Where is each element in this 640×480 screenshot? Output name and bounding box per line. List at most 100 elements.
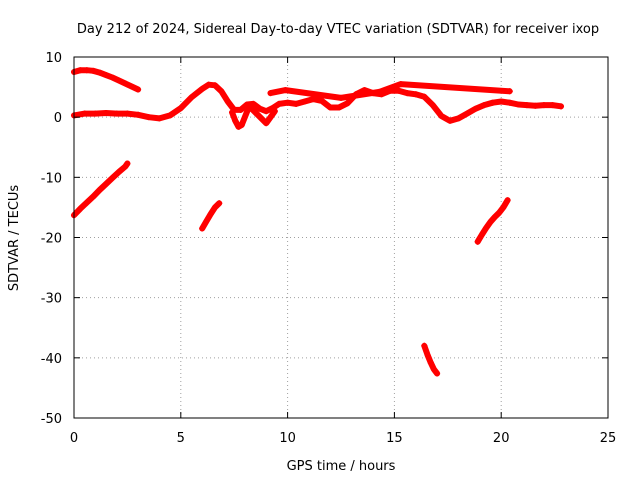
data-point <box>103 109 110 116</box>
series-band <box>71 81 564 124</box>
data-point <box>122 80 129 87</box>
data-point <box>156 115 163 122</box>
data-point <box>207 211 214 218</box>
data-point <box>237 106 244 113</box>
series-band <box>71 160 131 219</box>
data-point <box>199 225 206 232</box>
data-point <box>267 90 274 97</box>
data-point <box>96 69 103 76</box>
data-point <box>293 100 300 107</box>
data-point <box>167 112 174 119</box>
data-point <box>218 88 225 95</box>
series-arc-rise-1 <box>71 160 131 219</box>
data-point <box>506 99 513 106</box>
data-point <box>224 98 231 105</box>
data-point <box>438 112 445 119</box>
data-point <box>145 114 152 121</box>
y-tick-label: -50 <box>41 412 62 427</box>
data-point <box>424 351 431 358</box>
data-point <box>124 110 131 117</box>
data-point <box>523 102 530 109</box>
series-arc-rise-2 <box>199 200 223 232</box>
x-tick-label: 20 <box>493 431 510 446</box>
data-point <box>549 102 556 109</box>
data-point <box>487 218 494 225</box>
data-point <box>83 67 90 74</box>
y-tick-label: -10 <box>41 171 62 186</box>
data-point <box>474 238 481 245</box>
y-tick-label: -40 <box>41 352 62 367</box>
data-point <box>92 110 99 117</box>
data-point <box>103 72 110 79</box>
data-point <box>203 218 210 225</box>
data-point <box>256 105 263 112</box>
data-point <box>489 99 496 106</box>
data-point <box>211 204 218 211</box>
x-tick-label: 10 <box>279 431 296 446</box>
data-point <box>109 74 116 81</box>
data-point <box>216 200 223 207</box>
data-point <box>235 123 242 130</box>
data-point <box>199 85 206 92</box>
data-point <box>427 359 434 366</box>
data-point <box>430 366 437 373</box>
data-point <box>483 224 490 231</box>
data-point <box>77 67 84 74</box>
data-point <box>282 87 289 94</box>
data-point <box>90 67 97 74</box>
data-point <box>310 96 317 103</box>
data-point <box>135 86 142 93</box>
data-point <box>395 87 402 94</box>
chart-title: Day 212 of 2024, Sidereal Day-to-day VTE… <box>77 22 599 37</box>
data-point <box>81 110 88 117</box>
y-tick-label: 0 <box>54 111 62 126</box>
data-point <box>211 82 218 89</box>
data-point <box>481 102 488 109</box>
data-point <box>500 204 507 211</box>
data-point <box>271 108 278 115</box>
data-point <box>532 102 539 109</box>
series-arc-drop <box>421 342 441 377</box>
data-points <box>71 67 565 377</box>
data-point <box>344 100 351 107</box>
data-point <box>376 88 383 95</box>
data-point <box>397 81 404 88</box>
data-point <box>472 105 479 112</box>
series-arc-spikes <box>267 81 513 101</box>
y-tick-label: -30 <box>41 292 62 307</box>
series-band <box>267 81 513 101</box>
data-point <box>254 111 261 118</box>
x-tick-label: 15 <box>386 431 403 446</box>
data-point <box>515 101 522 108</box>
grid-lines <box>74 57 608 418</box>
data-point <box>115 168 122 175</box>
data-point <box>421 93 428 100</box>
data-point <box>496 209 503 216</box>
data-point <box>83 199 90 206</box>
x-tick-label: 0 <box>70 431 78 446</box>
data-point <box>284 99 291 106</box>
data-point <box>90 193 97 200</box>
data-point <box>504 197 511 204</box>
y-axis-label: SDTVAR / TECUs <box>7 185 22 292</box>
axis-ticks <box>73 56 609 419</box>
series-arc-rise-3 <box>474 197 511 245</box>
data-point <box>276 100 283 107</box>
data-point <box>498 98 505 105</box>
data-point <box>122 163 129 170</box>
data-point <box>491 214 498 221</box>
data-point <box>263 120 270 127</box>
data-point <box>478 231 485 238</box>
data-point <box>115 77 122 84</box>
data-point <box>109 174 116 181</box>
data-point <box>250 100 257 107</box>
data-point <box>318 97 325 104</box>
data-point <box>113 110 120 117</box>
data-point <box>558 103 565 110</box>
data-point <box>404 90 411 97</box>
data-point <box>464 110 471 117</box>
y-tick-label: -20 <box>41 232 62 247</box>
data-point <box>540 102 547 109</box>
data-point <box>177 105 184 112</box>
data-point <box>263 108 270 115</box>
